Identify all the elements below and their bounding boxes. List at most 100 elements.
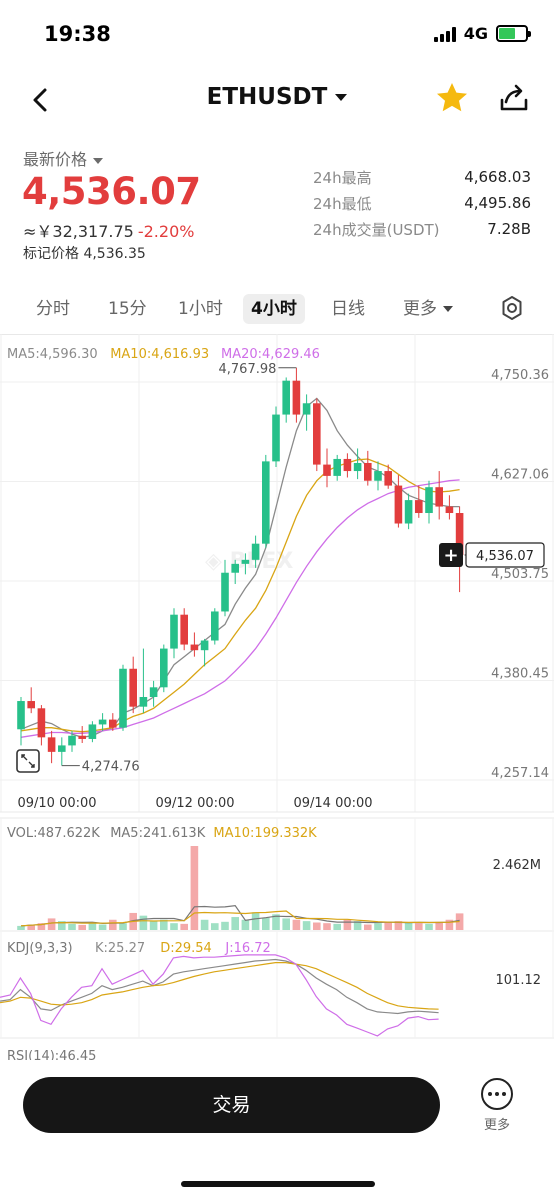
volume-bar: [47, 918, 56, 930]
volume-bar: [27, 924, 35, 930]
tab-4h[interactable]: 4小时: [243, 294, 305, 324]
stat-value: 7.28B: [487, 220, 531, 238]
volume-bar: [343, 919, 352, 930]
stat-value: 4,495.86: [464, 194, 531, 212]
home-indicator: [181, 1181, 375, 1187]
volume-bar: [109, 919, 117, 930]
volume-bar: [404, 922, 413, 930]
volume-bar: [241, 919, 250, 930]
volume-bar: [435, 921, 443, 930]
high-price-label: 4,767.98: [219, 362, 277, 377]
volume-bar: [170, 923, 178, 930]
plus-icon: +: [443, 545, 458, 566]
stat-high: 24h最高 4,668.03: [313, 164, 531, 190]
volume-bar: [374, 923, 382, 930]
volume-bar: [292, 919, 301, 930]
candle-body: [292, 380, 301, 415]
price-type-selector[interactable]: 最新价格: [23, 146, 104, 170]
tab-15m[interactable]: 15分: [108, 299, 147, 319]
indicator-legend: VOL:487.622K: [7, 826, 100, 841]
favorite-button[interactable]: [434, 80, 470, 116]
kline-chart[interactable]: ◈ BEEX MA5:4,596.30 MA10:4,616.93 MA20:4,6…: [0, 334, 554, 1060]
status-bar: 19:38 4G: [0, 0, 554, 70]
fullscreen-button[interactable]: [16, 749, 40, 773]
volume-bar: [119, 923, 127, 930]
symbol-selector[interactable]: ETHUSDT: [0, 84, 554, 110]
tab-1h[interactable]: 1小时: [178, 299, 223, 319]
tab-time-sharing[interactable]: 分时: [36, 299, 70, 319]
trade-button[interactable]: 交易: [23, 1077, 440, 1133]
candle-body: [394, 485, 403, 524]
candle-body: [262, 461, 270, 544]
candle-body: [17, 701, 25, 730]
volume-bar: [313, 922, 321, 930]
candle-body: [129, 668, 137, 707]
tab-more-label: 更多: [403, 299, 437, 319]
candle-body: [200, 640, 209, 651]
candle-body: [435, 487, 443, 507]
candle-body: [119, 668, 127, 728]
candle-body: [109, 719, 117, 728]
page-title: ETHUSDT: [206, 84, 328, 110]
chart-settings-button[interactable]: [498, 294, 526, 322]
candle-body: [139, 696, 148, 707]
kdj-k-line: [0, 958, 439, 1015]
volume-bar: [200, 919, 209, 930]
stat-low: 24h最低 4,495.86: [313, 190, 531, 216]
volume-bar: [98, 924, 107, 930]
volume-bar: [78, 924, 86, 930]
back-button[interactable]: [26, 82, 58, 118]
volume-bar: [160, 919, 168, 930]
volume-bar: [180, 923, 188, 930]
candle-body: [241, 559, 250, 564]
volume-bar: [353, 921, 362, 930]
candle-body: [374, 471, 382, 481]
vol-y-tick: 2.462M: [493, 858, 541, 873]
y-tick-label: 4,627.06: [491, 467, 549, 482]
volume-bar: [221, 921, 229, 930]
indicator-legend: KDJ(9,3,3): [7, 941, 73, 956]
x-tick-label: 09/10 00:00: [17, 796, 96, 811]
indicator-legend: K:25.27: [95, 941, 145, 956]
current-price-value: 4,536.07: [476, 549, 534, 564]
caret-down-icon: [443, 306, 453, 312]
more-button[interactable]: 更多: [474, 1078, 520, 1138]
y-tick-label: 4,257.14: [491, 766, 549, 781]
volume-bar: [37, 923, 46, 930]
star-icon: [437, 83, 467, 112]
volume-bar: [425, 923, 433, 930]
x-tick-label: 09/12 00:00: [155, 796, 234, 811]
stat-value: 4,668.03: [464, 168, 531, 186]
candle-body: [455, 513, 464, 555]
tab-1d[interactable]: 日线: [331, 299, 365, 319]
share-icon: [500, 84, 528, 111]
price-cny-line: ≈￥32,317.75 -2.20%: [23, 218, 194, 242]
share-button[interactable]: [496, 80, 532, 116]
volume-bar: [88, 922, 97, 930]
vol-ma10-line: [20, 910, 460, 927]
watermark-logo: ◈ BEEX: [205, 549, 293, 574]
volume-bar: [139, 915, 148, 930]
network-type: 4G: [463, 24, 488, 43]
indicator-legend: J:16.72: [224, 941, 270, 956]
volume-bar: [415, 923, 423, 930]
candle-body: [231, 563, 239, 573]
candle-body: [415, 500, 423, 514]
kdj-y-tick: 101.12: [496, 973, 542, 988]
volume-bar: [282, 918, 290, 930]
tab-more[interactable]: 更多: [395, 294, 461, 324]
candle-body: [170, 614, 178, 649]
volume-bar: [262, 917, 270, 930]
candle-body: [88, 724, 97, 739]
low-price-label: 4,274.76: [82, 760, 140, 775]
candle-body: [384, 471, 392, 486]
price-cny: ≈￥32,317.75: [23, 222, 134, 241]
stat-label: 24h最低: [313, 194, 372, 213]
candle-body: [364, 462, 372, 481]
indicator-legend: MA5:4,596.30: [7, 347, 98, 362]
mark-price-line: 标记价格 4,536.35: [23, 243, 146, 263]
stat-label: 24h最高: [313, 168, 372, 187]
volume-bar: [364, 924, 372, 930]
kdj-d-line: [0, 962, 439, 1010]
header: ETHUSDT: [0, 72, 554, 128]
